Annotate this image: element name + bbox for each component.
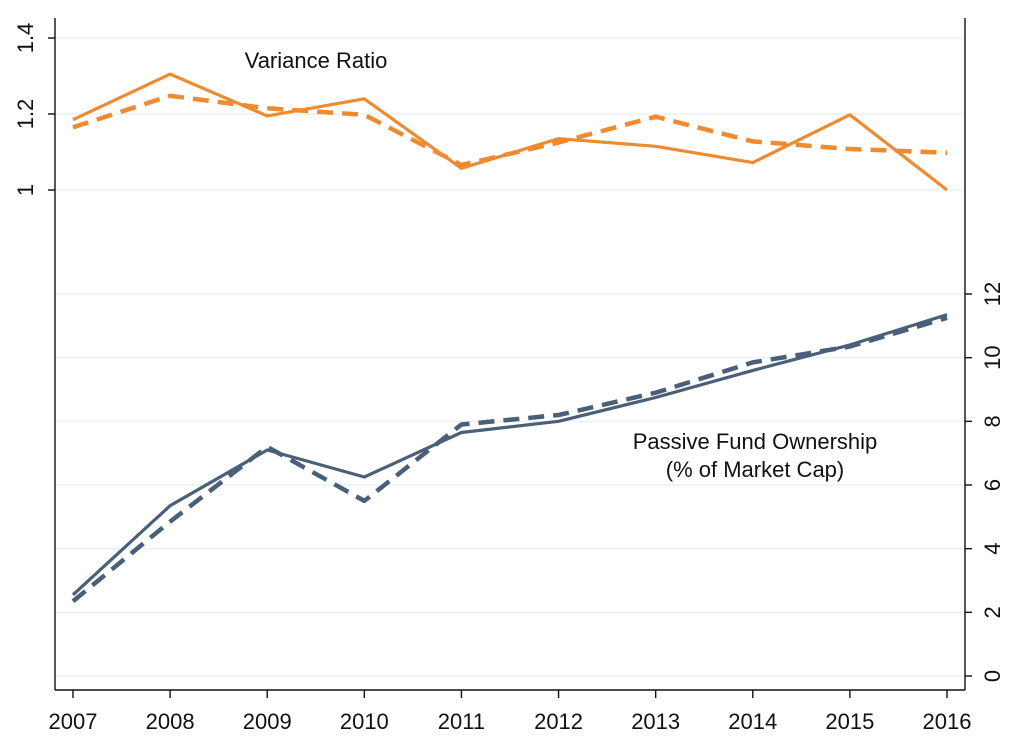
left-y-tick-label: 1.4 xyxy=(13,23,38,54)
variance-ratio-label: Variance Ratio xyxy=(245,48,388,73)
right-y-tick-label: 12 xyxy=(980,282,1005,306)
variance-ratio-solid-line xyxy=(72,72,948,192)
passive-ownership-dashed-line xyxy=(71,315,948,603)
x-tick-label: 2010 xyxy=(340,709,389,734)
x-tick-label: 2016 xyxy=(923,709,972,734)
passive-ownership-label-line1: Passive Fund Ownership xyxy=(633,429,878,454)
x-tick-label: 2013 xyxy=(631,709,680,734)
right-y-tick-label: 6 xyxy=(980,479,1005,491)
tick-labels: 1 1.2 1.4 0 2 4 6 8 10 12 2007 2008 2009 2010 2011 2012… xyxy=(13,23,1005,734)
x-tick-label: 2014 xyxy=(728,709,777,734)
left-y-tick-label: 1 xyxy=(13,184,38,196)
right-y-tick-label: 0 xyxy=(980,670,1005,682)
passive-ownership-label-line2: (% of Market Cap) xyxy=(666,457,845,482)
gridlines xyxy=(55,37,965,677)
variance-ratio-dashed-line xyxy=(72,93,948,168)
x-tick-label: 2009 xyxy=(243,709,292,734)
x-tick-label: 2007 xyxy=(49,709,98,734)
x-tick-label: 2008 xyxy=(146,709,195,734)
x-tick-label: 2011 xyxy=(438,709,485,734)
x-tick-label: 2012 xyxy=(534,709,583,734)
tick-marks xyxy=(48,37,972,698)
series-lines xyxy=(71,72,948,603)
right-y-tick-label: 2 xyxy=(980,606,1005,618)
right-y-tick-label: 10 xyxy=(980,345,1005,369)
right-y-tick-label: 8 xyxy=(980,415,1005,427)
x-tick-label: 2015 xyxy=(825,709,874,734)
right-y-tick-label: 4 xyxy=(980,543,1005,555)
left-y-tick-label: 1.2 xyxy=(13,99,38,130)
passive-ownership-solid-line xyxy=(71,313,948,596)
axes xyxy=(54,18,966,691)
